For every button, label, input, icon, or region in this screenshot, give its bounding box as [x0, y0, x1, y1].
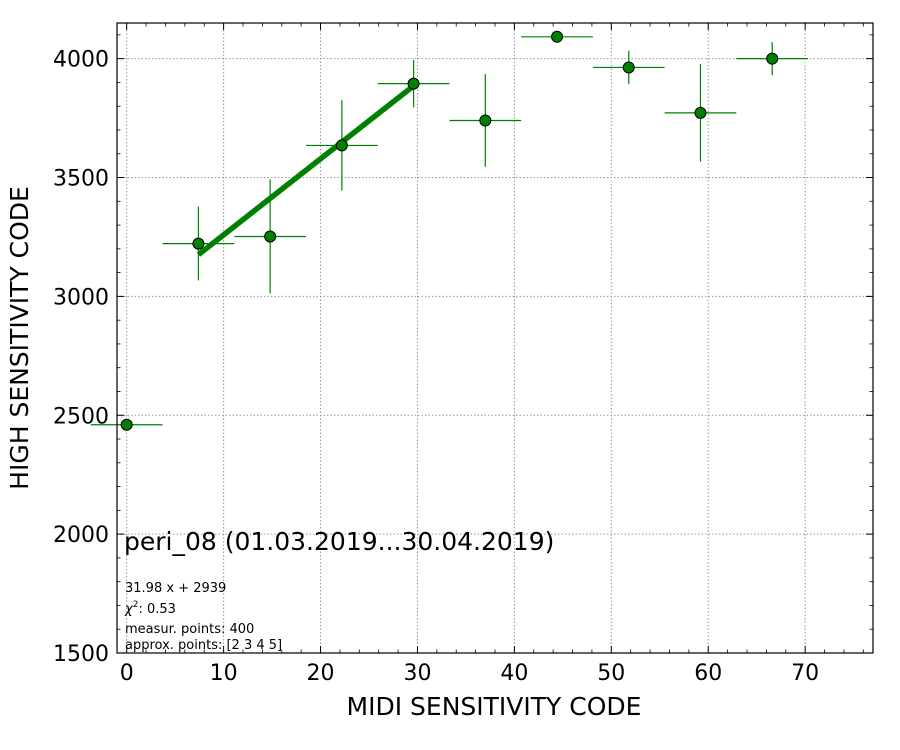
x-tick-label: 70 — [791, 661, 819, 686]
x-axis-label: MIDI SENSITIVITY CODE — [347, 692, 642, 721]
y-tick-label: 3500 — [53, 167, 109, 192]
data-point — [622, 61, 635, 74]
x-tick-label: 40 — [500, 661, 528, 686]
fit-line-group — [196, 83, 416, 257]
data-point — [192, 237, 205, 250]
y-tick-label: 1500 — [53, 642, 109, 667]
annotation-equation: 31.98 x + 2939 — [125, 581, 226, 596]
x-tick-label: 60 — [694, 661, 722, 686]
y-axis-label: HIGH SENSITIVITY CODE — [5, 186, 34, 490]
x-tick-label: 20 — [307, 661, 335, 686]
data-point — [407, 77, 420, 90]
x-tick-label: 50 — [597, 661, 625, 686]
annotation-title: peri_08 (01.03.2019...30.04.2019) — [124, 527, 554, 556]
data-point — [335, 139, 348, 152]
data-point — [551, 30, 564, 43]
annotation-measur-points: measur. points: 400 — [125, 622, 254, 637]
x-tick-labels: 0 10 20 30 40 50 60 70 — [120, 661, 819, 686]
annotation-chi2: χ2: 0.53 — [124, 600, 176, 617]
data-point — [120, 418, 133, 431]
annotation-approx-points: approx. points: [2 3 4 5] — [125, 638, 282, 653]
plot-frame — [116, 22, 874, 654]
x-tick-label: 30 — [403, 661, 431, 686]
x-tick-label: 0 — [120, 661, 134, 686]
data-point — [264, 230, 277, 243]
y-tick-label: 2500 — [53, 404, 109, 429]
data-point — [479, 114, 492, 127]
y-tick-label: 4000 — [53, 48, 109, 73]
data-points — [120, 30, 779, 431]
y-tick-label: 3000 — [53, 285, 109, 310]
data-point — [694, 106, 707, 119]
y-tick-label: 2000 — [53, 523, 109, 548]
y-tick-labels: 1500 2000 2500 3000 3500 4000 — [53, 48, 109, 667]
data-point — [766, 52, 779, 65]
fit-line — [196, 83, 416, 257]
x-tick-label: 10 — [210, 661, 238, 686]
